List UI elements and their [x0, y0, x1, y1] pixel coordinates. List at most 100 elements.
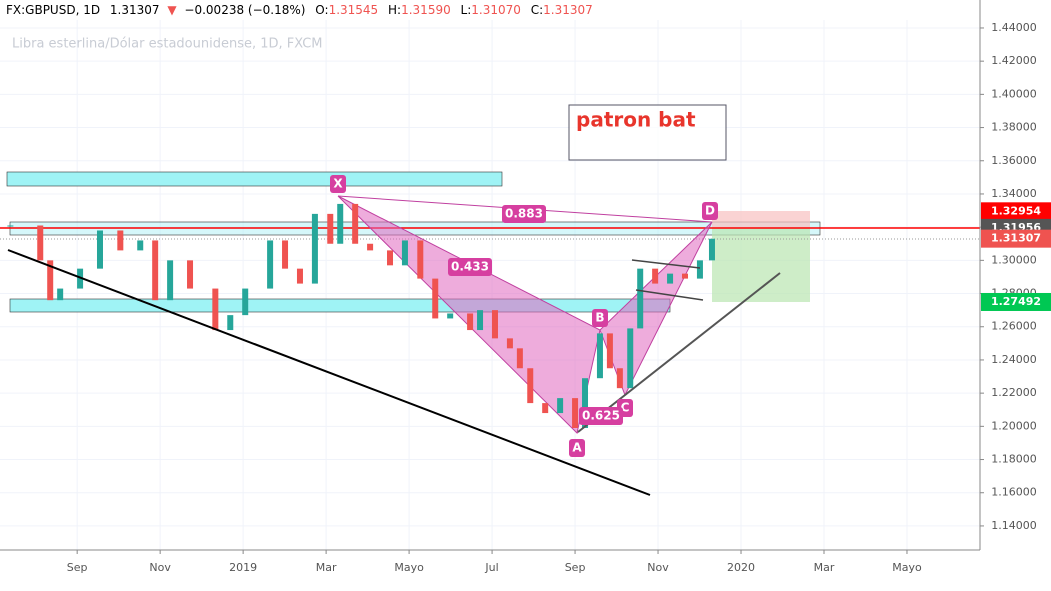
y-tick-label: 1.36000	[991, 154, 1037, 167]
l-label: L:	[461, 3, 472, 17]
x-tick-label: Sep	[67, 561, 88, 574]
pattern-label: 0.883	[505, 207, 543, 221]
candle	[682, 273, 689, 279]
x-tick-label: 2020	[727, 561, 755, 574]
candle	[708, 238, 715, 261]
candle	[296, 268, 303, 284]
last: 1.31307	[110, 3, 160, 17]
pattern-label: 0.433	[451, 260, 489, 274]
trendline	[635, 289, 704, 301]
candle	[311, 213, 318, 284]
pattern-label: C	[621, 401, 630, 415]
label-box	[702, 202, 718, 220]
price-tag-label: 1.27492	[991, 295, 1041, 308]
candle	[117, 230, 124, 251]
x-tick-label: 2019	[229, 561, 257, 574]
time-axis	[0, 550, 1051, 587]
candle	[606, 333, 613, 369]
trendline	[7, 249, 651, 496]
x-tick-label: Nov	[149, 561, 171, 574]
candle	[212, 288, 219, 331]
candle	[667, 273, 674, 284]
y-tick-label: 1.44000	[991, 21, 1037, 34]
pattern-label: X	[333, 177, 343, 191]
target-zone	[712, 228, 810, 302]
o-label: O:	[315, 3, 328, 17]
candle	[96, 230, 103, 269]
x-tick-label: Mar	[316, 561, 337, 574]
y-tick-label: 1.16000	[991, 486, 1037, 499]
price-tag	[981, 202, 1051, 221]
candle	[491, 310, 498, 339]
c-label: C:	[531, 3, 543, 17]
candle	[542, 403, 549, 414]
price-tag-label: 1.31307	[991, 232, 1041, 245]
y-tick-label: 1.14000	[991, 519, 1037, 532]
x-tick-label: Mayo	[892, 561, 922, 574]
x-tick-label: Jul	[484, 561, 498, 574]
candle	[167, 260, 174, 301]
x-tick-label: Nov	[647, 561, 669, 574]
low: 1.31070	[471, 3, 521, 17]
candle	[37, 225, 44, 261]
candle	[417, 240, 424, 279]
candle	[387, 250, 394, 266]
stop-zone	[712, 211, 810, 228]
y-tick-label: 1.18000	[991, 453, 1037, 466]
label-box	[330, 175, 346, 193]
x-tick-label: Mar	[814, 561, 835, 574]
candle	[267, 240, 274, 289]
y-tick-label: 1.34000	[991, 187, 1037, 200]
high: 1.31590	[401, 3, 451, 17]
pattern-label: D	[705, 204, 715, 218]
symbol: FX:GBPUSD, 1D	[6, 3, 100, 17]
candle	[7, 225, 14, 227]
pattern-label: A	[572, 441, 582, 455]
candle	[137, 240, 144, 251]
zone	[6, 171, 503, 187]
candle	[57, 288, 64, 301]
pattern-label: 0.625	[582, 409, 620, 423]
candle	[337, 203, 344, 244]
pattern-labels: X A B C D 0.883 0.433 0.625	[330, 175, 718, 457]
label-box	[448, 258, 492, 276]
candle	[367, 243, 374, 251]
price-tag	[981, 229, 1051, 248]
y-tick-label: 1.42000	[991, 54, 1037, 67]
candle	[572, 398, 579, 428]
candle	[242, 288, 249, 316]
annotation-box	[568, 104, 727, 161]
candles	[7, 203, 715, 428]
trendline	[631, 259, 701, 269]
price-tag	[981, 292, 1051, 311]
candle	[327, 213, 334, 244]
candle	[467, 313, 474, 331]
y-tick-label: 1.38000	[991, 121, 1037, 134]
candle	[652, 268, 659, 284]
y-tick-label: 1.22000	[991, 386, 1037, 399]
candle	[637, 268, 644, 329]
y-tick-label: 1.20000	[991, 419, 1037, 432]
candle	[506, 338, 513, 349]
annotation: patron bat	[576, 108, 696, 132]
close: 1.31307	[543, 3, 593, 17]
candle	[516, 348, 523, 369]
candle	[401, 240, 408, 266]
candle	[447, 313, 454, 319]
candle	[152, 240, 159, 301]
label-box	[579, 407, 623, 425]
candle	[47, 260, 54, 301]
candle	[557, 398, 564, 414]
candle	[527, 368, 534, 404]
header: FX:GBPUSD, 1D 1.31307 ▼ −0.00238 (−0.18%…	[6, 3, 593, 17]
arrow: ▼	[167, 3, 177, 17]
label-box	[502, 205, 546, 223]
y-tick-label: 1.24000	[991, 353, 1037, 366]
candle	[596, 333, 603, 379]
candle	[282, 240, 289, 269]
candle	[432, 278, 439, 319]
x-tick-label: Mayo	[394, 561, 424, 574]
price-tag-label: 1.32954	[991, 204, 1041, 217]
h-label: H:	[388, 3, 401, 17]
axes: 1.14000 1.16000 1.18000 1.20000 1.22000 1.240…	[67, 21, 1051, 574]
